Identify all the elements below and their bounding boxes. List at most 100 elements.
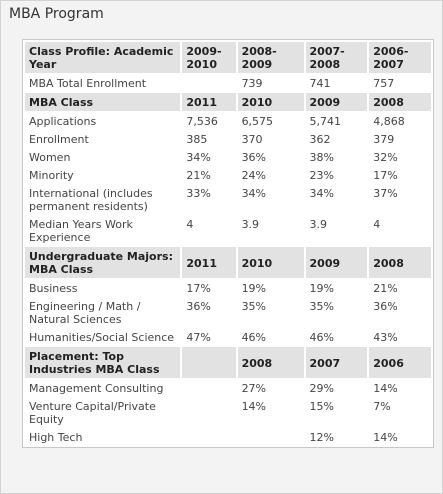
cell-value: 7% (369, 398, 431, 427)
table-row: Venture Capital/Private Equity 14% 15% 7… (25, 398, 431, 427)
cell-value: 5,741 (305, 113, 368, 129)
cell-value: 19% (305, 280, 368, 296)
table-row: High Tech 12% 14% (25, 429, 431, 445)
cell-value: 27% (237, 380, 304, 396)
year-header: 2009 (305, 247, 368, 278)
cell-value: 14% (237, 398, 304, 427)
cell-value: 4,868 (369, 113, 431, 129)
cell-value (182, 429, 236, 445)
mba-stats-table: Class Profile: Academic Year 2009-2010 2… (23, 40, 433, 447)
year-header: 2008-2009 (237, 42, 304, 73)
section-header-placement: Placement: Top Industries MBA Class 2008… (25, 347, 431, 378)
table-row: MBA Total Enrollment 739 741 757 (25, 75, 431, 91)
cell-value: 14% (369, 380, 431, 396)
row-label: Business (25, 280, 181, 296)
cell-value: 46% (305, 329, 368, 345)
cell-value: 43% (369, 329, 431, 345)
cell-value: 4 (182, 216, 236, 245)
cell-value: 385 (182, 131, 236, 147)
section-title: Class Profile: Academic Year (25, 42, 181, 73)
cell-value: 3.9 (237, 216, 304, 245)
year-header: 2007 (305, 347, 368, 378)
cell-value: 7,536 (182, 113, 236, 129)
year-header: 2006-2007 (369, 42, 431, 73)
cell-value (182, 75, 236, 91)
table-row: Minority 21% 24% 23% 17% (25, 167, 431, 183)
cell-value: 19% (237, 280, 304, 296)
cell-value: 36% (237, 149, 304, 165)
cell-value: 47% (182, 329, 236, 345)
panel-title: MBA Program (9, 6, 104, 22)
row-label: MBA Total Enrollment (25, 75, 181, 91)
cell-value: 34% (305, 185, 368, 214)
cell-value: 379 (369, 131, 431, 147)
year-header: 2007-2008 (305, 42, 368, 73)
table-row: Humanities/Social Science 47% 46% 46% 43… (25, 329, 431, 345)
year-header: 2008 (369, 93, 431, 111)
stats-table-container: Class Profile: Academic Year 2009-2010 2… (22, 39, 434, 448)
cell-value: 757 (369, 75, 431, 91)
cell-value: 33% (182, 185, 236, 214)
table-row: Engineering / Math / Natural Sciences 36… (25, 298, 431, 327)
year-header: 2008 (237, 347, 304, 378)
table-row: Median Years Work Experience 4 3.9 3.9 4 (25, 216, 431, 245)
table-row: Management Consulting 27% 29% 14% (25, 380, 431, 396)
row-label: Enrollment (25, 131, 181, 147)
year-header (182, 347, 236, 378)
table-row: Applications 7,536 6,575 5,741 4,868 (25, 113, 431, 129)
cell-value: 17% (369, 167, 431, 183)
row-label: Minority (25, 167, 181, 183)
cell-value (182, 380, 236, 396)
row-label: Women (25, 149, 181, 165)
table-row: Business 17% 19% 19% 21% (25, 280, 431, 296)
section-title: Placement: Top Industries MBA Class (25, 347, 181, 378)
section-title: Undergraduate Majors: MBA Class (25, 247, 181, 278)
year-header: 2006 (369, 347, 431, 378)
cell-value: 23% (305, 167, 368, 183)
cell-value: 12% (305, 429, 368, 445)
year-header: 2009 (305, 93, 368, 111)
row-label: International (includes permanent reside… (25, 185, 181, 214)
year-header: 2009-2010 (182, 42, 236, 73)
row-label: High Tech (25, 429, 181, 445)
cell-value: 6,575 (237, 113, 304, 129)
table-row: Enrollment 385 370 362 379 (25, 131, 431, 147)
row-label: Humanities/Social Science (25, 329, 181, 345)
year-header: 2010 (237, 93, 304, 111)
cell-value: 38% (305, 149, 368, 165)
row-label: Venture Capital/Private Equity (25, 398, 181, 427)
cell-value: 17% (182, 280, 236, 296)
row-label: Management Consulting (25, 380, 181, 396)
cell-value: 46% (237, 329, 304, 345)
section-header-majors: Undergraduate Majors: MBA Class 2011 201… (25, 247, 431, 278)
section-header-mba-class: MBA Class 2011 2010 2009 2008 (25, 93, 431, 111)
table-row: International (includes permanent reside… (25, 185, 431, 214)
cell-value: 37% (369, 185, 431, 214)
section-header-class-profile: Class Profile: Academic Year 2009-2010 2… (25, 42, 431, 73)
year-header: 2010 (237, 247, 304, 278)
cell-value: 14% (369, 429, 431, 445)
cell-value: 36% (182, 298, 236, 327)
row-label: Applications (25, 113, 181, 129)
cell-value: 370 (237, 131, 304, 147)
cell-value: 15% (305, 398, 368, 427)
section-title: MBA Class (25, 93, 181, 111)
cell-value: 36% (369, 298, 431, 327)
cell-value: 34% (237, 185, 304, 214)
cell-value: 24% (237, 167, 304, 183)
year-header: 2011 (182, 93, 236, 111)
row-label: Median Years Work Experience (25, 216, 181, 245)
row-label: Engineering / Math / Natural Sciences (25, 298, 181, 327)
cell-value: 21% (182, 167, 236, 183)
cell-value: 35% (237, 298, 304, 327)
year-header: 2011 (182, 247, 236, 278)
cell-value: 29% (305, 380, 368, 396)
cell-value: 362 (305, 131, 368, 147)
table-row: Women 34% 36% 38% 32% (25, 149, 431, 165)
cell-value: 3.9 (305, 216, 368, 245)
cell-value: 35% (305, 298, 368, 327)
cell-value (237, 429, 304, 445)
cell-value: 741 (305, 75, 368, 91)
cell-value: 21% (369, 280, 431, 296)
